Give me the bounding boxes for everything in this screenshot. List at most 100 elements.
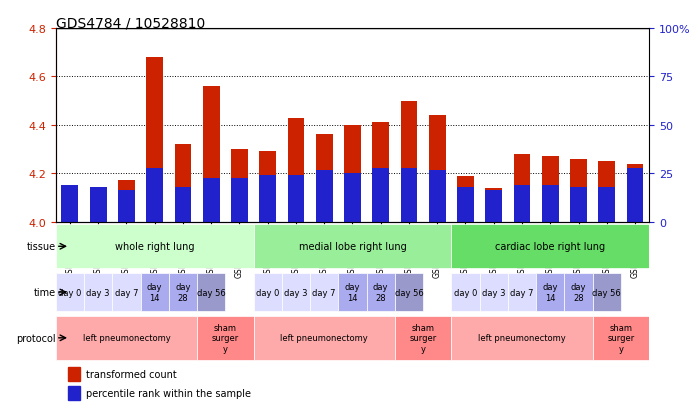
Text: day 3: day 3: [284, 288, 308, 297]
Bar: [231, 178, 248, 222]
Bar: [259, 176, 276, 222]
FancyBboxPatch shape: [452, 316, 593, 360]
Bar: [598, 162, 615, 222]
Bar: [288, 118, 304, 222]
Text: percentile rank within the sample: percentile rank within the sample: [85, 388, 251, 399]
Text: day
28: day 28: [175, 282, 191, 302]
FancyBboxPatch shape: [84, 273, 112, 311]
FancyBboxPatch shape: [197, 273, 225, 311]
Text: day 7: day 7: [114, 288, 138, 297]
Bar: [174, 188, 191, 222]
FancyBboxPatch shape: [593, 273, 621, 311]
FancyBboxPatch shape: [56, 225, 253, 269]
Bar: [174, 145, 191, 222]
Text: cardiac lobe right lung: cardiac lobe right lung: [495, 242, 605, 252]
Bar: [457, 176, 474, 222]
Bar: [118, 190, 135, 222]
Bar: [598, 188, 615, 222]
FancyBboxPatch shape: [593, 316, 649, 360]
FancyBboxPatch shape: [339, 273, 366, 311]
Text: left pneumonectomy: left pneumonectomy: [281, 334, 368, 342]
Bar: [485, 188, 503, 222]
FancyBboxPatch shape: [536, 273, 565, 311]
Text: left pneumonectomy: left pneumonectomy: [82, 334, 170, 342]
Text: day 56: day 56: [394, 288, 424, 297]
Bar: [401, 169, 417, 222]
FancyBboxPatch shape: [395, 316, 452, 360]
Text: day 0: day 0: [454, 288, 477, 297]
Text: day
28: day 28: [571, 282, 586, 302]
Bar: [514, 185, 530, 222]
Bar: [570, 188, 587, 222]
Text: sham
surger
y: sham surger y: [410, 323, 437, 353]
Bar: [147, 169, 163, 222]
Bar: [90, 188, 107, 222]
FancyBboxPatch shape: [282, 273, 310, 311]
Bar: [202, 87, 220, 222]
Text: medial lobe right lung: medial lobe right lung: [299, 242, 406, 252]
Bar: [315, 171, 333, 222]
Text: protocol: protocol: [16, 333, 56, 343]
Text: tissue: tissue: [27, 242, 56, 252]
Bar: [90, 193, 107, 222]
Bar: [457, 188, 474, 222]
FancyBboxPatch shape: [508, 273, 536, 311]
Bar: [61, 185, 78, 222]
Bar: [315, 135, 333, 222]
FancyBboxPatch shape: [452, 273, 480, 311]
Bar: [401, 101, 417, 222]
Bar: [68, 386, 80, 401]
Text: day 7: day 7: [313, 288, 336, 297]
Bar: [627, 164, 644, 222]
Bar: [542, 157, 558, 222]
Text: day 56: day 56: [197, 288, 225, 297]
FancyBboxPatch shape: [140, 273, 169, 311]
Bar: [118, 181, 135, 222]
Bar: [372, 123, 389, 222]
Bar: [570, 159, 587, 222]
Text: day 3: day 3: [87, 288, 110, 297]
Text: whole right lung: whole right lung: [115, 242, 195, 252]
Text: time: time: [34, 287, 56, 297]
Text: left pneumonectomy: left pneumonectomy: [478, 334, 566, 342]
FancyBboxPatch shape: [112, 273, 140, 311]
Bar: [429, 171, 446, 222]
Bar: [259, 152, 276, 222]
Bar: [344, 173, 361, 222]
FancyBboxPatch shape: [56, 273, 84, 311]
Bar: [231, 150, 248, 222]
Bar: [147, 58, 163, 222]
Text: day
14: day 14: [345, 282, 360, 302]
FancyBboxPatch shape: [253, 316, 395, 360]
Bar: [429, 116, 446, 222]
Text: day
14: day 14: [542, 282, 558, 302]
FancyBboxPatch shape: [253, 225, 452, 269]
FancyBboxPatch shape: [452, 225, 649, 269]
Text: day
14: day 14: [147, 282, 163, 302]
FancyBboxPatch shape: [310, 273, 339, 311]
Text: transformed count: transformed count: [85, 369, 177, 380]
Text: day 7: day 7: [510, 288, 534, 297]
Bar: [627, 169, 644, 222]
Bar: [288, 176, 304, 222]
Bar: [485, 190, 503, 222]
Text: day 0: day 0: [58, 288, 82, 297]
FancyBboxPatch shape: [56, 316, 197, 360]
FancyBboxPatch shape: [480, 273, 508, 311]
Bar: [542, 185, 558, 222]
Bar: [202, 178, 220, 222]
FancyBboxPatch shape: [565, 273, 593, 311]
FancyBboxPatch shape: [366, 273, 395, 311]
FancyBboxPatch shape: [395, 273, 423, 311]
Text: day 0: day 0: [256, 288, 279, 297]
Text: day
28: day 28: [373, 282, 389, 302]
FancyBboxPatch shape: [169, 273, 197, 311]
Bar: [514, 154, 530, 222]
Text: GDS4784 / 10528810: GDS4784 / 10528810: [56, 17, 205, 31]
FancyBboxPatch shape: [253, 273, 282, 311]
Bar: [61, 191, 78, 222]
Text: sham
surger
y: sham surger y: [607, 323, 634, 353]
Text: day 3: day 3: [482, 288, 505, 297]
Bar: [372, 169, 389, 222]
FancyBboxPatch shape: [197, 316, 253, 360]
